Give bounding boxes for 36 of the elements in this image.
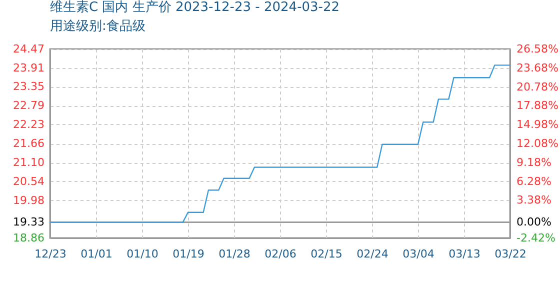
x-tick-label: 01/10 <box>126 248 158 260</box>
y2-tick-label: 23.68% <box>516 61 558 74</box>
y2-tick-label: 12.08% <box>516 137 558 150</box>
y2-tick-label: -2.42% <box>516 232 556 244</box>
y-tick-label: 21.66 <box>13 137 44 150</box>
y2-tick-label: 3.38% <box>516 194 552 207</box>
chart-subtitle: 用途级别:食品级 <box>50 19 146 34</box>
x-tick-label: 03/13 <box>448 248 480 260</box>
y-tick-label: 19.98 <box>13 194 44 207</box>
y-tick-label: 21.10 <box>13 156 44 170</box>
x-tick-label: 02/06 <box>264 248 296 260</box>
y2-tick-label: 17.88% <box>516 99 558 112</box>
y-tick-label: 18.86 <box>13 232 44 244</box>
x-tick-label: 03/22 <box>494 248 526 260</box>
x-tick-label: 01/19 <box>172 248 204 260</box>
y2-tick-label: 9.18% <box>516 156 552 169</box>
y2-tick-label: 14.98% <box>516 118 558 132</box>
y-tick-label: 19.33 <box>13 216 44 229</box>
y-tick-label: 22.23 <box>13 118 44 131</box>
x-tick-label: 12/23 <box>34 248 66 260</box>
y-tick-label: 22.79 <box>13 99 44 112</box>
y-tick-label: 23.91 <box>13 61 44 74</box>
x-tick-label: 02/24 <box>356 248 388 260</box>
x-tick-label: 02/15 <box>310 248 342 260</box>
y-tick-label: 24.47 <box>13 42 44 56</box>
chart-title: 维生素C 国内 生产价 2023-12-23 - 2024-03-22 <box>50 0 340 15</box>
y2-tick-label: 20.78% <box>516 80 558 94</box>
y2-tick-label: 26.58% <box>516 42 558 56</box>
y2-tick-label: 6.28% <box>516 174 552 188</box>
y2-tick-label: 0.00% <box>516 216 552 229</box>
y-tick-label: 23.35 <box>13 80 44 94</box>
y-tick-label: 20.54 <box>13 174 44 188</box>
x-tick-label: 01/28 <box>218 248 250 260</box>
x-tick-label: 03/04 <box>402 248 434 260</box>
line-series <box>49 64 511 223</box>
x-tick-label: 01/01 <box>80 248 112 260</box>
